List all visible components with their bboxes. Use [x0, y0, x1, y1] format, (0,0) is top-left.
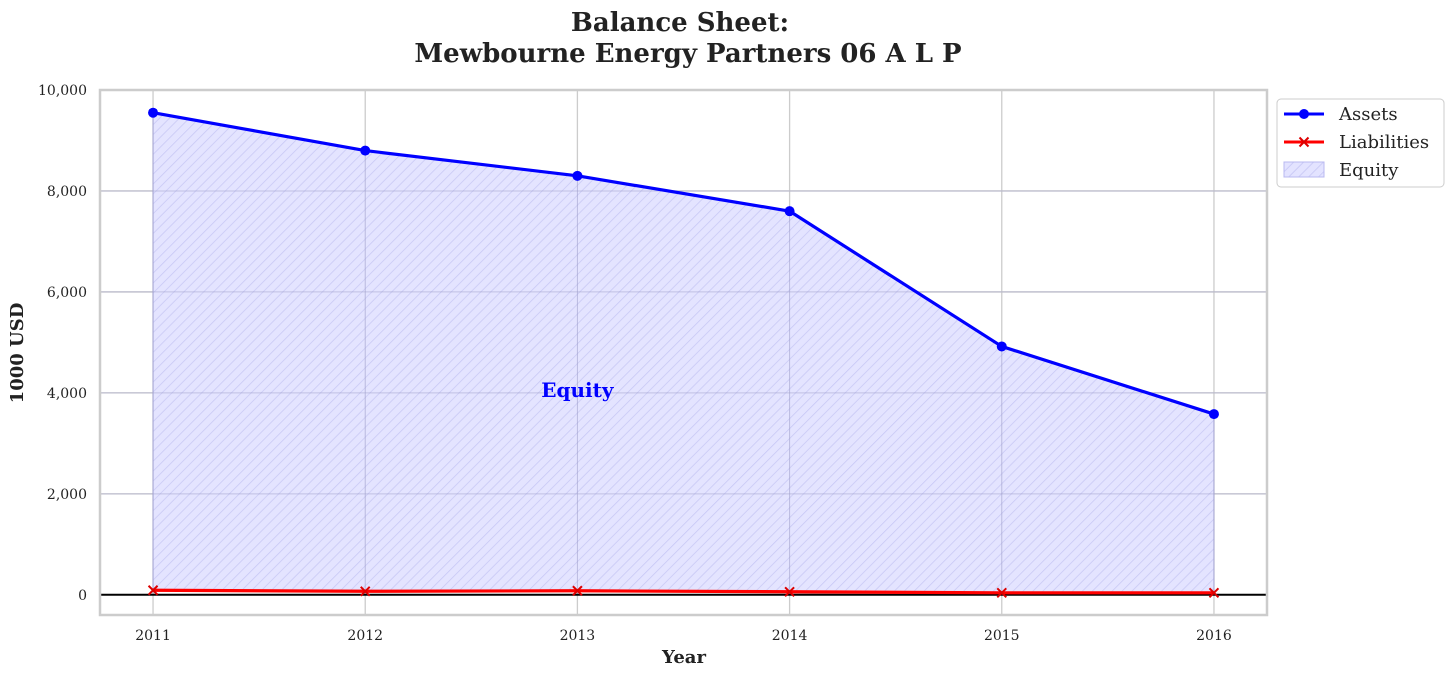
x-axis-label: Year [661, 647, 706, 668]
y-tick-label-2: 4,000 [47, 386, 87, 402]
assets-point-2015 [996, 341, 1007, 352]
x-tick-labels: 2011 2012 2013 2014 2015 2016 [135, 628, 1232, 644]
assets-point-2016 [1208, 409, 1219, 420]
legend-assets-label: Assets [1338, 104, 1398, 125]
y-tick-label-5: 10,000 [38, 83, 87, 99]
liabilities-point-2011 [147, 585, 159, 596]
assets-point-2014 [784, 206, 795, 217]
legend-item-equity: Equity [1283, 160, 1399, 181]
y-axis-label: 1000 USD [7, 303, 28, 404]
legend: Assets Liabilities Equity [1276, 98, 1445, 188]
chart-title-line2: Mewbourne Energy Partners 06 A L P [414, 39, 961, 69]
x-tick-label-3: 2014 [772, 628, 808, 644]
assets-point-2012 [360, 145, 371, 156]
chart-title-line1: Balance Sheet: [571, 8, 789, 38]
assets-line [152, 111, 1215, 416]
legend-liabilities-marker [1298, 136, 1310, 148]
x-tick-label-1: 2012 [347, 628, 383, 644]
assets-point-2013 [572, 170, 583, 181]
x-tick-label-5: 2016 [1196, 628, 1232, 644]
y-tick-label-0: 0 [78, 588, 87, 604]
legend-item-liabilities: Liabilities [1284, 132, 1429, 153]
liabilities-point-2015 [996, 587, 1007, 598]
equity-area [152, 112, 1215, 594]
legend-item-assets: Assets [1284, 104, 1398, 125]
legend-equity-swatch [1283, 161, 1325, 178]
liabilities-point-2016 [1208, 587, 1220, 598]
legend-liabilities-label: Liabilities [1339, 132, 1429, 153]
x-tick-label-2: 2013 [560, 628, 596, 644]
legend-assets-marker [1299, 109, 1309, 119]
assets-point-2011 [148, 107, 159, 118]
series-layer [147, 107, 1220, 598]
legend-equity-label: Equity [1339, 160, 1399, 181]
x-tick-label-4: 2015 [984, 628, 1020, 644]
equity-fill-layer [100, 89, 1267, 595]
x-tick-label-0: 2011 [135, 628, 171, 644]
y-tick-label-3: 6,000 [47, 285, 87, 301]
y-tick-label-4: 8,000 [47, 184, 87, 200]
liabilities-point-2012 [360, 586, 371, 597]
y-tick-label-1: 2,000 [47, 487, 87, 503]
liabilities-point-2013 [572, 585, 583, 596]
liabilities-point-2014 [784, 586, 795, 597]
equity-annotation: Equity [541, 378, 615, 402]
y-tick-labels: 0 2,000 4,000 6,000 8,000 10,000 [38, 83, 87, 604]
plot-frame [98, 88, 1269, 617]
liabilities-line [153, 588, 1214, 595]
